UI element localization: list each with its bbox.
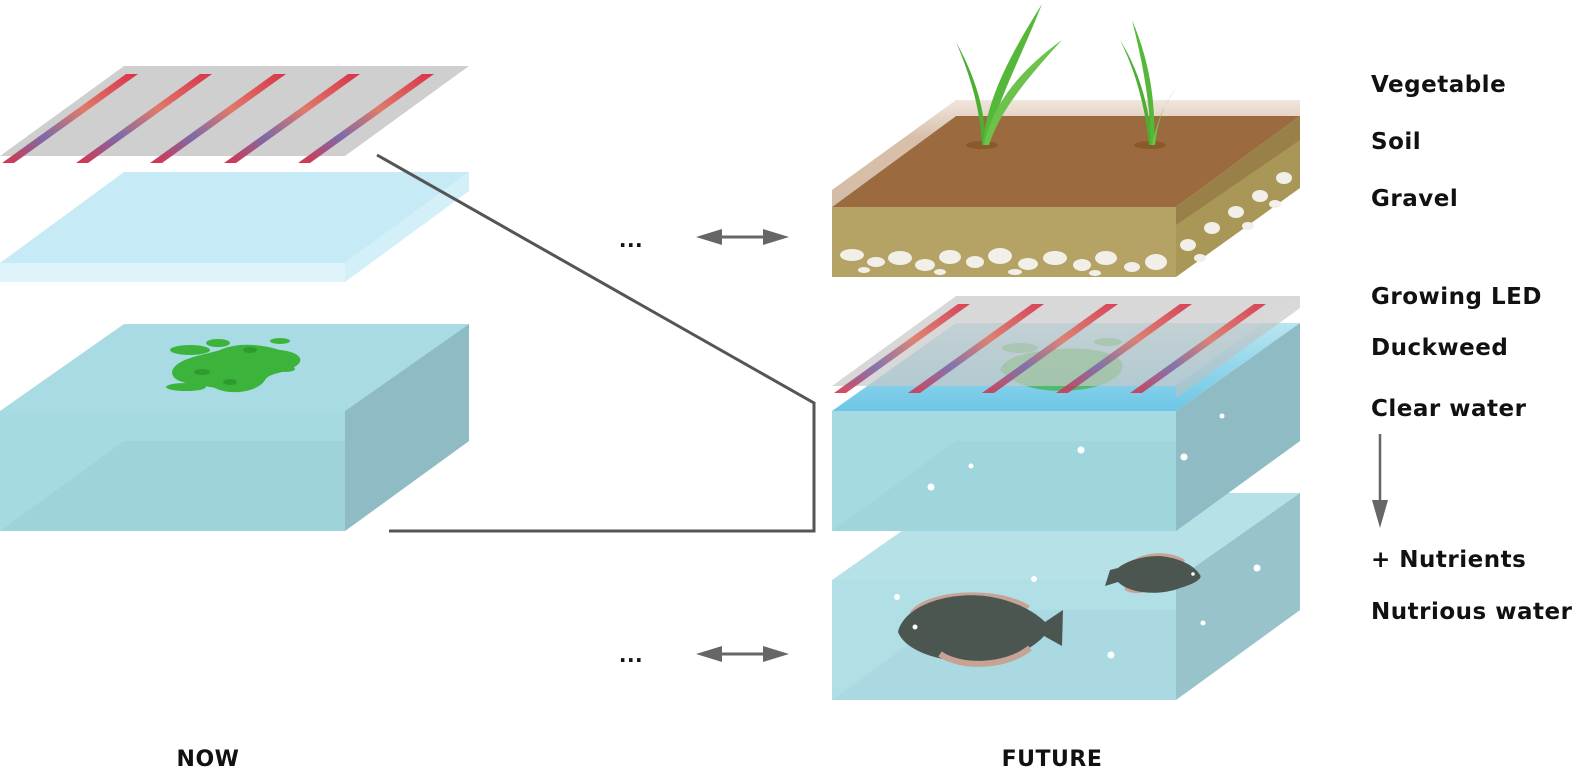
- label-nutrients: + Nutrients: [1371, 547, 1526, 573]
- plant-right-icon: [1120, 20, 1176, 149]
- bubbles: [894, 564, 1261, 659]
- label-clear-water: Clear water: [1371, 396, 1527, 422]
- arrow-down-icon: [1372, 434, 1388, 528]
- future-caption: FUTURE: [1002, 747, 1103, 772]
- future-fish-tank: [832, 493, 1300, 700]
- label-nutrious-water: Nutrious water: [1371, 599, 1573, 625]
- fish-small-icon: [1105, 553, 1201, 594]
- lower-ellipsis-arrow: ...: [619, 643, 789, 667]
- gravel-stones: [840, 172, 1292, 276]
- future-led-panel: [832, 296, 1300, 398]
- plant-left-icon: [956, 4, 1062, 149]
- label-gravel: Gravel: [1371, 186, 1458, 212]
- layer-legend: Vegetable Soil Gravel Growing LED Duckwe…: [1371, 72, 1573, 625]
- future-led-strip: [834, 304, 1266, 393]
- future-column: FUTURE: [832, 4, 1300, 772]
- label-growing-led: Growing LED: [1371, 284, 1542, 310]
- now-clear-water-plate: [0, 172, 469, 282]
- fish-large-icon: [898, 592, 1063, 667]
- now-led-strip: [2, 74, 434, 163]
- now-caption: NOW: [177, 747, 240, 772]
- now-led-panel: [0, 66, 469, 163]
- bubbles: [927, 413, 1225, 491]
- label-duckweed: Duckweed: [1371, 335, 1508, 361]
- double-arrow-icon: [696, 646, 789, 662]
- label-soil: Soil: [1371, 129, 1421, 155]
- ellipsis-lower: ...: [619, 643, 643, 667]
- now-duckweed-patch: [166, 338, 301, 393]
- now-column: NOW: [0, 66, 469, 772]
- label-vegetable: Vegetable: [1371, 72, 1506, 98]
- upper-ellipsis-arrow: ...: [619, 228, 789, 252]
- now-duckweed-tank: [0, 324, 469, 531]
- future-soil-bed: [832, 4, 1300, 277]
- connector-line: [376, 153, 816, 533]
- double-arrow-icon: [696, 229, 789, 245]
- ellipsis-upper: ...: [619, 228, 643, 252]
